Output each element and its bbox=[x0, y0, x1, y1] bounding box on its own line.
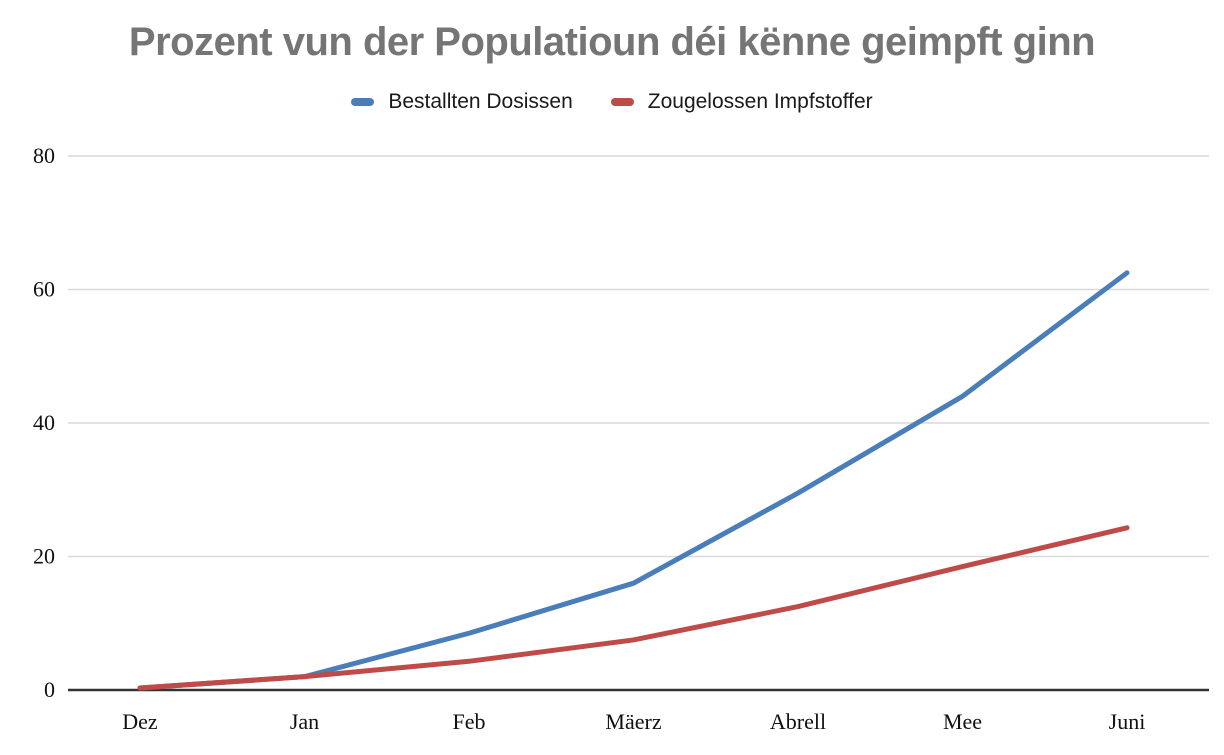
x-tick-label: Juni bbox=[1109, 709, 1146, 734]
x-tick-label: Mäerz bbox=[605, 709, 661, 734]
y-tick-label: 20 bbox=[33, 544, 55, 569]
series-line-zougelossen-impfstoffer bbox=[137, 525, 1130, 691]
x-tick-label: Feb bbox=[453, 709, 486, 734]
line-chart-plot-area: 0 20 40 60 80 Dez Jan Feb Mäerz Abrell Mee Juni bbox=[33, 143, 1209, 734]
x-tick-label: Jan bbox=[290, 709, 319, 734]
y-tick-label: 60 bbox=[33, 277, 55, 302]
series-line-bestallten-dosissen bbox=[137, 270, 1130, 691]
chart-title: Prozent vun der Populatioun déi kënne ge… bbox=[128, 20, 1096, 64]
chart-legend: Bestallten Dosissen Zougelossen Impfstof… bbox=[0, 90, 1224, 114]
legend-swatch-red bbox=[610, 98, 634, 106]
legend-item-zougelossen-impfstoffer: Zougelossen Impfstoffer bbox=[610, 90, 873, 114]
y-tick-label: 0 bbox=[44, 677, 55, 702]
legend-label-zougelossen-impfstoffer: Zougelossen Impfstoffer bbox=[647, 90, 873, 113]
y-tick-label: 40 bbox=[33, 410, 55, 435]
legend-label-bestallten-dosissen: Bestallten Dosissen bbox=[388, 90, 573, 113]
x-tick-label: Abrell bbox=[770, 709, 826, 734]
x-tick-label: Mee bbox=[943, 709, 982, 734]
x-tick-label: Dez bbox=[122, 709, 158, 734]
y-tick-label: 80 bbox=[33, 143, 55, 168]
legend-item-bestallten-dosissen: Bestallten Dosissen bbox=[351, 90, 573, 114]
legend-swatch-blue bbox=[351, 98, 375, 106]
